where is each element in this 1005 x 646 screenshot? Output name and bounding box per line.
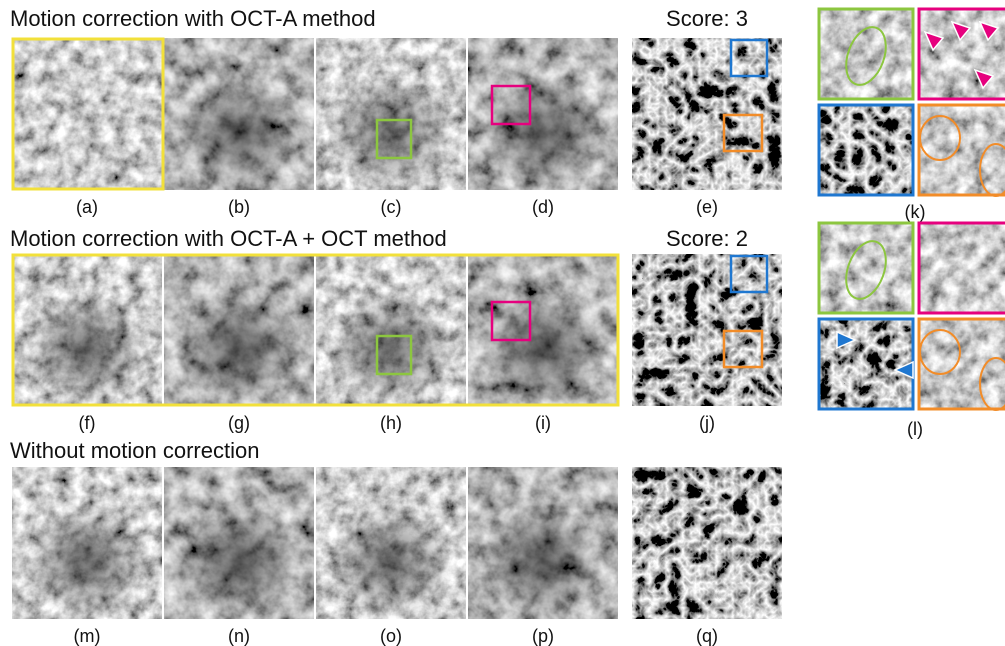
shading <box>480 74 606 190</box>
image <box>818 8 914 100</box>
score: Score: 2 <box>666 226 748 251</box>
image <box>818 222 914 314</box>
panel-label: (c) <box>381 197 402 217</box>
shading <box>328 503 454 619</box>
shading <box>176 503 302 619</box>
panel-label: (e) <box>696 197 718 217</box>
shading <box>480 503 606 619</box>
row-title: Motion correction with OCT-A method <box>10 6 376 31</box>
panel-label: (g) <box>228 413 250 433</box>
score: Score: 3 <box>666 6 748 31</box>
shading <box>328 290 454 406</box>
panel-label: (d) <box>532 197 554 217</box>
panel-label: (p) <box>532 626 554 646</box>
image <box>632 467 782 619</box>
panel-label: (h) <box>380 413 402 433</box>
figure: Motion correction with OCT-A method Score… <box>0 0 1005 646</box>
image <box>918 222 1005 314</box>
image <box>818 318 914 410</box>
row-title: Motion correction with OCT-A + OCT metho… <box>10 226 447 251</box>
panel-label: (f) <box>79 413 96 433</box>
shading <box>24 503 150 619</box>
panel-label: (j) <box>699 413 715 433</box>
shading <box>176 290 302 406</box>
panel-label: (n) <box>228 626 250 646</box>
row-title: Without motion correction <box>10 438 259 463</box>
image <box>12 38 162 190</box>
panel-label: (b) <box>228 197 250 217</box>
shading <box>24 290 150 406</box>
shading <box>176 74 302 190</box>
panel-label: (i) <box>535 413 551 433</box>
inset-label: (k) <box>905 202 926 222</box>
panel-label: (q) <box>696 626 718 646</box>
image <box>918 8 1005 100</box>
image <box>818 104 914 196</box>
shading <box>328 74 454 190</box>
shading <box>480 290 606 406</box>
panel-label: (a) <box>76 197 98 217</box>
panel-label: (m) <box>74 626 101 646</box>
inset-label: (l) <box>907 419 923 439</box>
panel-label: (o) <box>380 626 402 646</box>
